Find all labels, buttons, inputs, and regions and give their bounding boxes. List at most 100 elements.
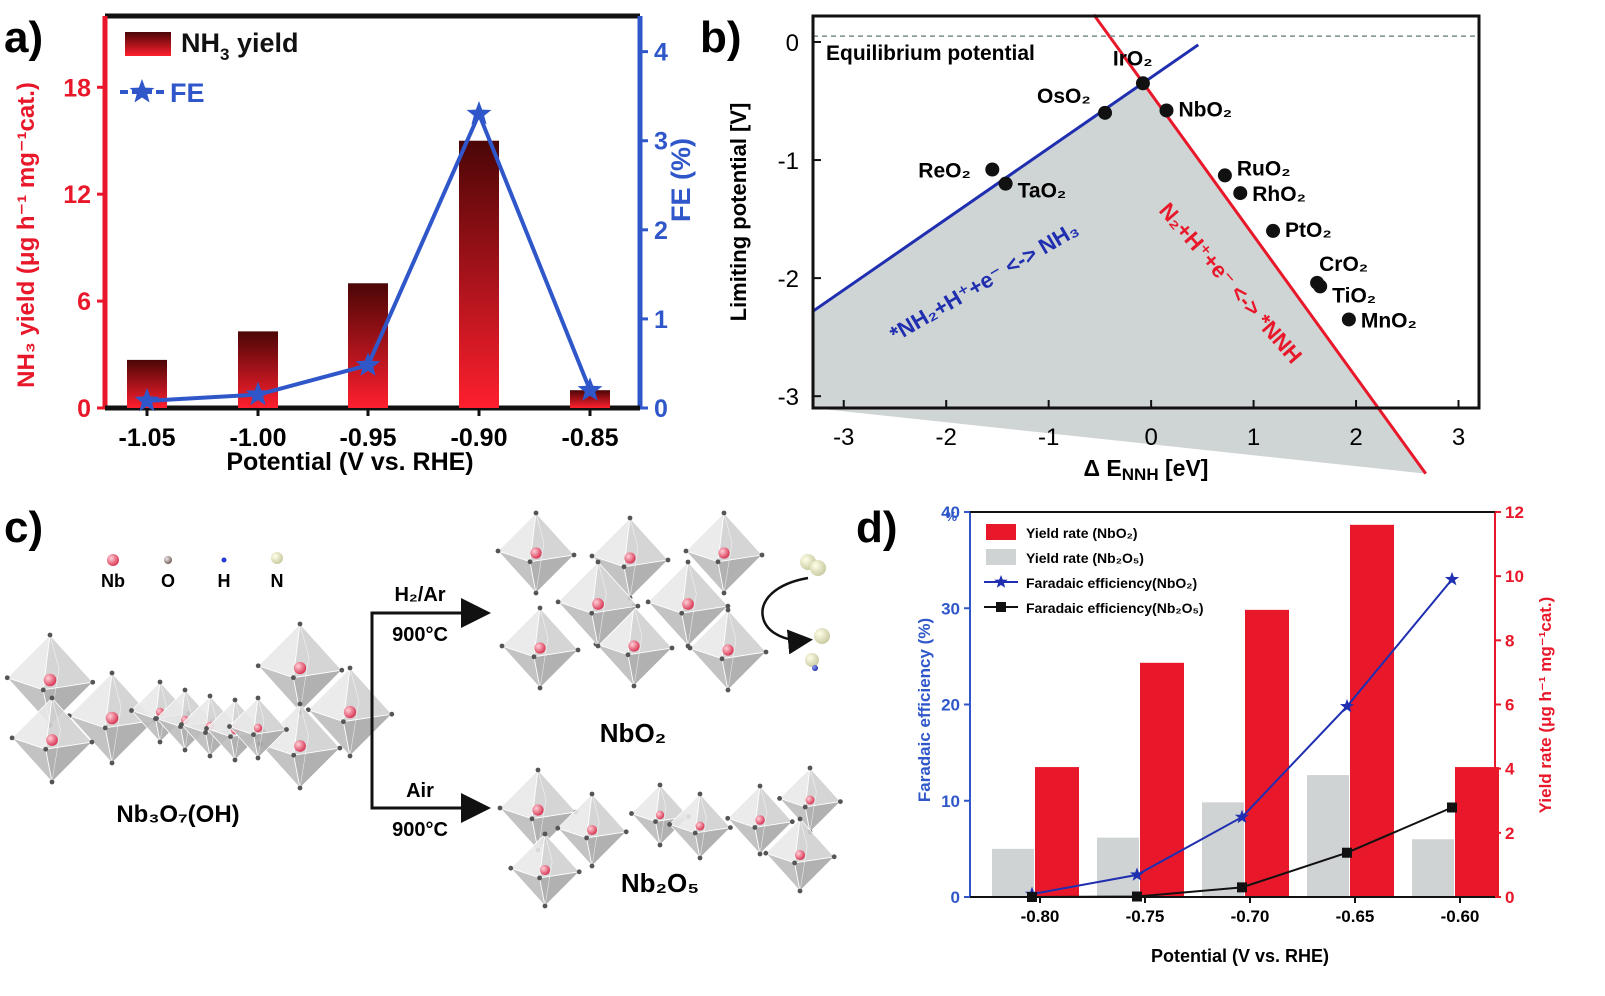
o-atom xyxy=(495,548,501,554)
legend-o-atom xyxy=(164,556,172,564)
oct-nb3o7oh-2 xyxy=(255,621,345,715)
octahedron-face xyxy=(586,831,628,867)
b-point-label: IrO₂ xyxy=(1113,47,1153,70)
b-point xyxy=(1341,312,1356,327)
nb-atom xyxy=(105,711,119,725)
octahedron-edge xyxy=(727,609,737,691)
legend-a-yield: NH3 yield xyxy=(181,28,299,64)
panel-b: b) -3 -2 -1 0 1 2 3 0 -1 -2 -3 IrO₂ OsO₂ NbO₂ ReO₂ TaO₂… xyxy=(700,13,1481,484)
octahedron-face xyxy=(104,719,156,764)
a-bars xyxy=(127,140,610,408)
o-atom xyxy=(802,804,808,810)
b-point-label: PtO₂ xyxy=(1285,219,1332,242)
octahedron-edge xyxy=(537,769,547,851)
b-point xyxy=(1217,168,1232,183)
o-atom xyxy=(499,643,505,649)
arrow-top-temp: 900°C xyxy=(392,624,448,646)
a-ytick-right-label: 4 xyxy=(654,39,668,67)
o-atom xyxy=(685,559,691,565)
nb-atom xyxy=(534,642,546,654)
o-atom xyxy=(527,559,533,565)
panel-label-a: a) xyxy=(4,13,43,62)
oct-nb2o5-7 xyxy=(763,816,837,894)
o-atom xyxy=(669,645,675,651)
nb-atom xyxy=(628,640,640,652)
o-atom xyxy=(49,779,55,785)
o-atom xyxy=(232,757,238,763)
octahedron-edge xyxy=(633,605,643,687)
legend-d-nbo2-bar xyxy=(986,524,1016,540)
legend-h-atom xyxy=(221,557,227,563)
o-atom xyxy=(715,559,721,565)
nb-atom xyxy=(682,598,694,610)
d-fe-nb2o5-point--0.65 xyxy=(1342,847,1352,858)
o-atom xyxy=(807,765,813,771)
octahedron-edge xyxy=(759,785,768,855)
octahedron-face xyxy=(292,669,343,713)
panel-a: a) -1.05 -1.00 -0.95 -0.90 -0.8506121801234 … xyxy=(4,13,696,476)
a-fe-line xyxy=(134,101,603,412)
o-atom xyxy=(725,687,731,693)
b-xtick-label: 2 xyxy=(1349,424,1362,451)
octahedron-edge xyxy=(591,793,600,867)
octahedron-edge xyxy=(809,767,817,833)
o-atom xyxy=(725,607,731,613)
o-atom xyxy=(657,782,663,788)
o-atom xyxy=(645,599,651,605)
o-atom xyxy=(508,865,514,871)
o-atom xyxy=(179,722,184,727)
octahedron-face xyxy=(721,651,768,691)
o-atom xyxy=(347,665,353,671)
d-bar-nb2o5--0.65 xyxy=(1307,775,1349,897)
nb-atom xyxy=(46,734,58,746)
nb-atom xyxy=(43,673,57,687)
octahedron-face xyxy=(529,554,576,594)
o-atom xyxy=(535,767,541,773)
a-xlabel: Potential (V vs. RHE) xyxy=(226,448,473,476)
b-point xyxy=(1098,105,1113,120)
o-atom xyxy=(227,724,232,729)
legend-d-nb2o5-bar xyxy=(986,549,1016,565)
o-atom xyxy=(589,610,595,616)
oct-nb2o5-4 xyxy=(667,791,733,861)
b-point-label: OsO₂ xyxy=(1037,85,1091,108)
octahedron-face xyxy=(627,647,674,687)
nb-atom xyxy=(539,864,551,876)
legend-d-fe-nbo2: Faradaic efficiency(NbO₂) xyxy=(1026,575,1197,591)
oct-nb2o5-5 xyxy=(725,783,795,857)
oct-nbo2-2 xyxy=(683,510,765,596)
b-shaded-region xyxy=(813,82,1426,474)
octahedron-face xyxy=(717,554,764,594)
d-ytick-right-label: 10 xyxy=(1505,567,1524,586)
o-atom xyxy=(297,701,303,707)
d-fe-nbo2-point--0.75 xyxy=(1129,867,1145,881)
b-xtick-label: -1 xyxy=(1038,424,1059,451)
legend-nb-atom xyxy=(107,554,119,566)
o-atom xyxy=(653,819,658,824)
o-atom xyxy=(228,734,233,739)
o-atom xyxy=(89,739,95,745)
o-atom xyxy=(635,603,641,609)
o-atom xyxy=(831,854,837,860)
o-atom xyxy=(43,746,49,752)
o-atom xyxy=(697,791,703,797)
o-atom xyxy=(537,875,542,881)
o-atom xyxy=(255,755,261,761)
octahedron-edge xyxy=(687,561,697,647)
arrow-bottom-gas: Air xyxy=(406,780,434,802)
nh3-n-atom xyxy=(814,628,830,644)
o-atom xyxy=(154,716,159,721)
o-atom xyxy=(725,603,731,609)
b-point-label: CrO₂ xyxy=(1319,253,1368,276)
legend-n: N xyxy=(271,571,284,591)
b-point-label: TaO₂ xyxy=(1018,180,1067,203)
d-ytick-right-label: 0 xyxy=(1505,888,1514,907)
b-point xyxy=(1135,76,1150,91)
o-atom xyxy=(589,791,595,797)
o-atom xyxy=(157,679,163,685)
o-atom xyxy=(571,552,577,558)
b-ytick-label: -3 xyxy=(778,384,799,411)
o-atom xyxy=(721,510,727,516)
o-atom xyxy=(697,855,703,861)
nb-atom xyxy=(695,821,705,831)
